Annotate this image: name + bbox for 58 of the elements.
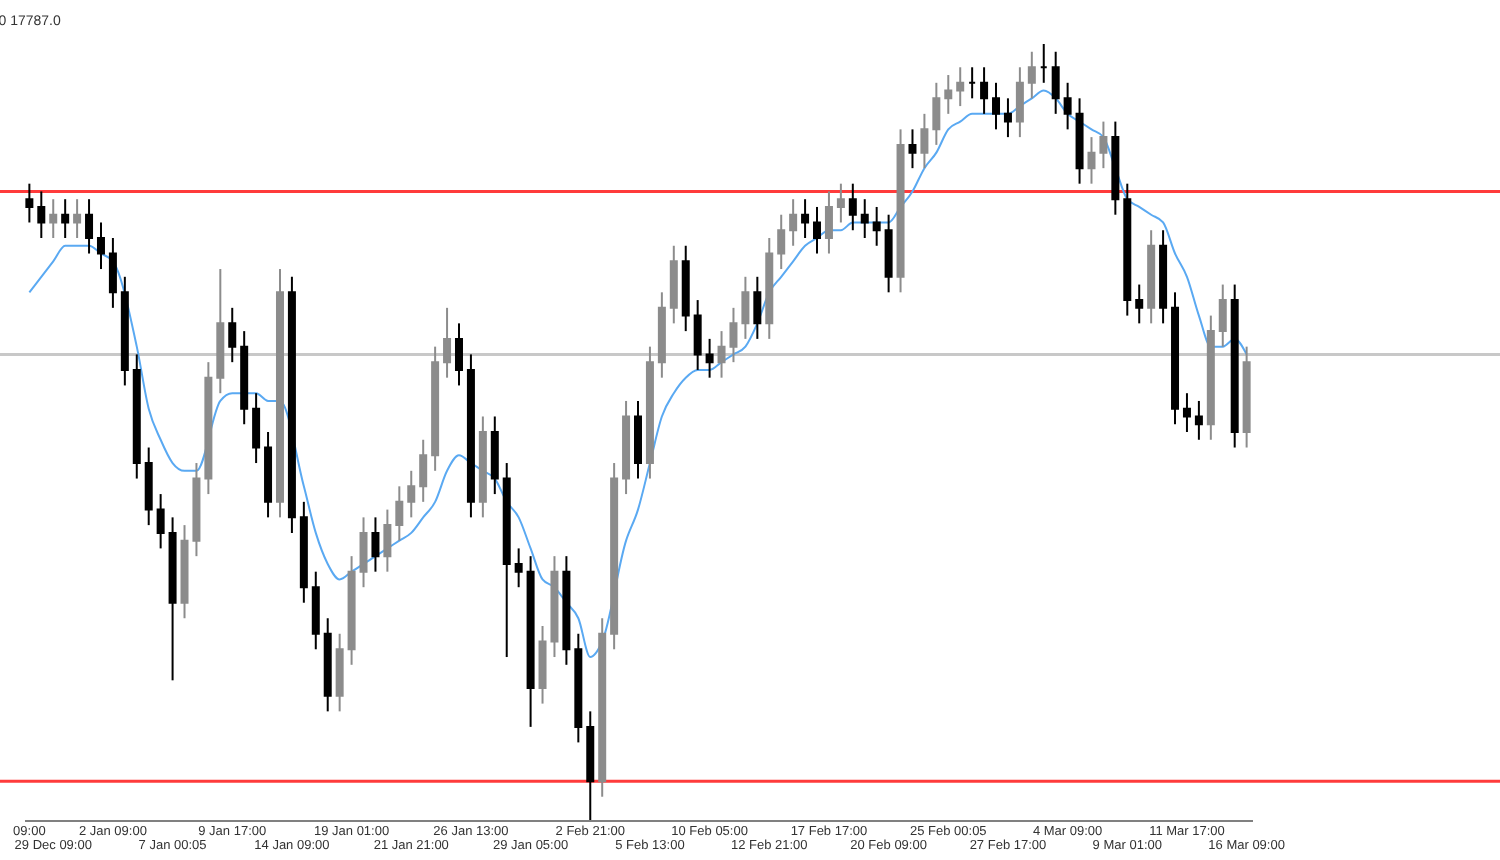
candlestick bbox=[813, 205, 822, 255]
candlestick bbox=[1218, 283, 1227, 348]
candlestick bbox=[359, 516, 368, 589]
candlestick bbox=[228, 306, 237, 364]
candlestick bbox=[992, 81, 1001, 131]
candlestick bbox=[311, 570, 320, 651]
candlestick bbox=[1194, 399, 1203, 441]
candlestick bbox=[669, 244, 678, 325]
candlestick bbox=[443, 306, 452, 379]
candlestick bbox=[705, 337, 714, 379]
candlestick bbox=[49, 198, 58, 239]
candlestick bbox=[944, 74, 953, 115]
candlestick bbox=[753, 275, 762, 340]
candlestick bbox=[872, 205, 881, 247]
candlestick bbox=[932, 81, 941, 146]
candlestick bbox=[454, 322, 463, 387]
candlestick bbox=[1182, 392, 1191, 433]
candlestick bbox=[693, 299, 702, 371]
candlestick bbox=[383, 508, 392, 573]
candlestick bbox=[419, 438, 428, 503]
candlestick bbox=[884, 213, 893, 294]
candlestick bbox=[1087, 136, 1096, 185]
candlestick bbox=[634, 399, 642, 480]
candlestick bbox=[335, 632, 344, 713]
candlestick bbox=[801, 198, 810, 239]
candlestick bbox=[1003, 97, 1012, 139]
candlestick bbox=[108, 237, 117, 309]
candlestick bbox=[920, 112, 929, 170]
candlestick bbox=[1099, 120, 1108, 170]
candlestick bbox=[514, 547, 523, 589]
candlestick bbox=[37, 190, 46, 239]
candlestick bbox=[144, 446, 153, 527]
candlestick bbox=[1027, 50, 1036, 100]
candlestick bbox=[1015, 66, 1024, 139]
candlestick bbox=[1051, 50, 1060, 115]
candlestick bbox=[156, 493, 165, 550]
candlestick bbox=[777, 213, 786, 271]
candlestick bbox=[836, 182, 845, 224]
candlestick bbox=[860, 198, 869, 239]
candlestick bbox=[741, 275, 750, 340]
candlestick bbox=[789, 198, 798, 247]
candlestick bbox=[252, 392, 261, 465]
candlestick bbox=[848, 182, 857, 232]
candlestick bbox=[371, 516, 380, 573]
candlestick bbox=[25, 182, 34, 224]
candlestick bbox=[824, 190, 833, 255]
candlestick bbox=[61, 198, 70, 239]
candlestick bbox=[1063, 81, 1072, 131]
candlestick bbox=[395, 485, 404, 542]
candlestick bbox=[96, 221, 105, 271]
candlestick bbox=[407, 469, 416, 519]
candlestick bbox=[1135, 283, 1144, 325]
candlestick bbox=[980, 66, 989, 115]
candlestick bbox=[908, 128, 917, 170]
candlestick bbox=[85, 198, 94, 255]
candlestick bbox=[490, 415, 499, 496]
candlestick bbox=[956, 66, 965, 108]
candlestick bbox=[73, 198, 82, 239]
